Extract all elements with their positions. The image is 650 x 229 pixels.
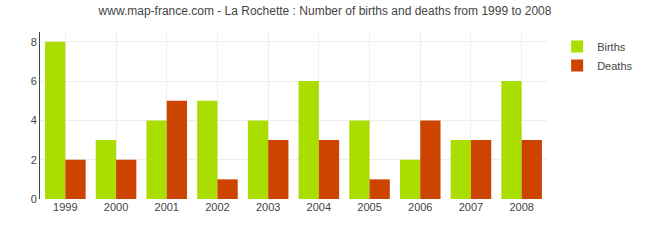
svg-text:2008: 2008 (509, 201, 533, 213)
svg-text:Births: Births (597, 41, 626, 53)
svg-text:www.map-france.com - La Rochet: www.map-france.com - La Rochette : Numbe… (98, 4, 552, 18)
svg-text:2001: 2001 (155, 201, 179, 213)
svg-text:8: 8 (31, 36, 37, 48)
svg-text:0: 0 (31, 193, 37, 205)
svg-text:Deaths: Deaths (597, 60, 632, 72)
svg-text:4: 4 (31, 114, 37, 126)
svg-text:2005: 2005 (357, 201, 381, 213)
svg-text:2: 2 (31, 154, 37, 166)
svg-text:2003: 2003 (256, 201, 280, 213)
svg-text:2007: 2007 (459, 201, 483, 213)
svg-text:2004: 2004 (307, 201, 331, 213)
svg-text:2000: 2000 (104, 201, 128, 213)
svg-text:6: 6 (31, 75, 37, 87)
svg-text:2006: 2006 (408, 201, 432, 213)
svg-text:2002: 2002 (205, 201, 229, 213)
svg-text:1999: 1999 (53, 201, 77, 213)
